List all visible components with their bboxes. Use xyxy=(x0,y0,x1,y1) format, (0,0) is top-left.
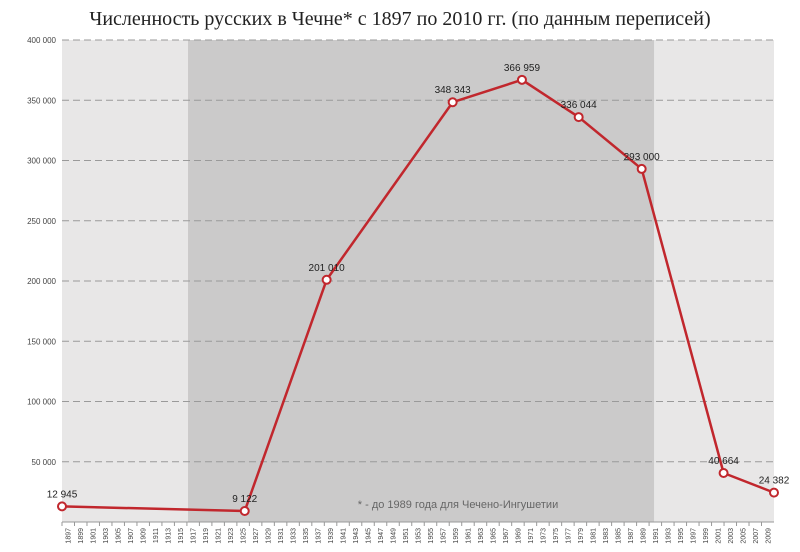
x-tick-label: 1969 xyxy=(515,528,522,544)
x-tick-label: 1943 xyxy=(353,528,360,544)
data-label: 336 044 xyxy=(561,100,598,111)
x-tick-label: 1945 xyxy=(366,528,373,544)
data-point xyxy=(447,97,458,108)
data-label: 201 010 xyxy=(309,263,346,274)
x-tick-label: 1941 xyxy=(341,528,348,544)
x-tick-label: 1977 xyxy=(565,528,572,544)
x-tick-label: 1919 xyxy=(203,528,210,544)
x-tick-label: 1985 xyxy=(615,528,622,544)
data-label: 348 343 xyxy=(435,85,472,96)
y-tick-label: 100 000 xyxy=(27,398,56,407)
x-tick-label: 1897 xyxy=(66,528,73,544)
x-tick-label: 1939 xyxy=(328,528,335,544)
x-tick-label: 1953 xyxy=(416,528,423,544)
data-point xyxy=(636,163,647,174)
x-tick-label: 1915 xyxy=(178,528,185,544)
data-point xyxy=(321,274,332,285)
data-label: 12 945 xyxy=(47,489,78,500)
data-labels: 12 945 9 122 201 010 348 343 366 959 336 044 2… xyxy=(47,63,790,505)
x-tick-label: 1927 xyxy=(253,528,260,544)
x-tick-label: 1913 xyxy=(166,528,173,544)
data-label: 9 122 xyxy=(232,494,257,505)
data-point xyxy=(573,112,584,123)
data-label: 40 664 xyxy=(708,456,739,467)
background-band-left xyxy=(62,40,189,522)
x-tick-label: 1905 xyxy=(116,528,123,544)
x-tick-label: 1917 xyxy=(191,528,198,544)
data-point xyxy=(769,487,779,498)
y-tick-label: 200 000 xyxy=(27,277,56,286)
data-point xyxy=(718,467,729,478)
y-tick-label: 300 000 xyxy=(27,157,56,166)
x-tick-label: 2005 xyxy=(740,528,747,544)
x-tick-label: 1949 xyxy=(391,528,398,544)
y-tick-label: 400 000 xyxy=(27,36,56,45)
x-tick-label: 1903 xyxy=(103,528,110,544)
chart-title: Численность русских в Чечне* с 1897 по 2… xyxy=(89,8,711,30)
x-tick-label: 1901 xyxy=(91,528,98,544)
x-tick-label: 1965 xyxy=(490,528,497,544)
x-tick-label: 1961 xyxy=(465,528,472,544)
x-tick-label: 1989 xyxy=(640,528,647,544)
x-tick-label: 2007 xyxy=(753,528,760,544)
x-tick-label: 1997 xyxy=(690,528,697,544)
data-label: 24 382 xyxy=(759,476,790,487)
x-tick-label: 1923 xyxy=(228,528,235,544)
x-tick-label: 1963 xyxy=(478,528,485,544)
data-point xyxy=(516,74,527,85)
x-tick-label: 1959 xyxy=(453,528,460,544)
x-tick-label: 1933 xyxy=(291,528,298,544)
x-tick-label: 1955 xyxy=(428,528,435,544)
x-tick-label: 1947 xyxy=(378,528,385,544)
x-tick-label: 1951 xyxy=(403,528,410,544)
y-tick-label: 350 000 xyxy=(27,96,56,105)
footnote: * - до 1989 года для Чечено-Ингушетии xyxy=(358,499,558,511)
x-tick-label: 1929 xyxy=(266,528,273,544)
x-tick-label: 1931 xyxy=(278,528,285,544)
y-tick-label: 250 000 xyxy=(27,217,56,226)
x-tick-label: 1999 xyxy=(703,528,710,544)
data-label: 366 959 xyxy=(504,63,541,74)
x-tick-label: 1935 xyxy=(303,528,310,544)
x-tick-label: 1911 xyxy=(153,528,160,543)
x-tick-label: 1983 xyxy=(603,528,610,544)
data-point xyxy=(57,501,67,512)
x-tick-label: 1979 xyxy=(578,528,585,544)
x-tick-label: 2009 xyxy=(765,528,772,544)
y-tick-label: 150 000 xyxy=(27,337,56,346)
x-tick-label: 1975 xyxy=(553,528,560,544)
x-tick-label: 1899 xyxy=(78,528,85,544)
x-tick-label: 1937 xyxy=(316,528,323,544)
x-tick-label: 1987 xyxy=(628,528,635,544)
data-label: 293 000 xyxy=(624,152,661,163)
x-tick-label: 1907 xyxy=(128,528,135,544)
x-tick-label: 1957 xyxy=(440,528,447,544)
x-tick-label: 1967 xyxy=(503,528,510,544)
data-point xyxy=(239,506,250,517)
x-tick-label: 1973 xyxy=(540,528,547,544)
x-tick-label: 1921 xyxy=(216,528,223,544)
y-tick-label: 50 000 xyxy=(32,458,57,467)
x-tick-label: 2003 xyxy=(728,528,735,544)
gridlines xyxy=(62,39,774,463)
x-tick-label: 1925 xyxy=(241,528,248,544)
x-tick-label: 1909 xyxy=(141,528,148,544)
x-tick-label: 1981 xyxy=(590,528,597,544)
y-axis-tick-labels: 50 000 100 000 150 000 200 000 250 000 300 00… xyxy=(27,36,56,467)
x-tick-label: 1991 xyxy=(653,528,660,544)
x-tick-label: 1971 xyxy=(528,528,535,544)
x-tick-label: 1993 xyxy=(665,528,672,544)
x-axis: 1897 1899 1901 1903 1905 1907 1909 1911 1913 1915… xyxy=(61,521,774,544)
x-tick-label: 2001 xyxy=(715,528,722,544)
data-points xyxy=(57,74,779,517)
x-tick-label: 1995 xyxy=(678,528,685,544)
